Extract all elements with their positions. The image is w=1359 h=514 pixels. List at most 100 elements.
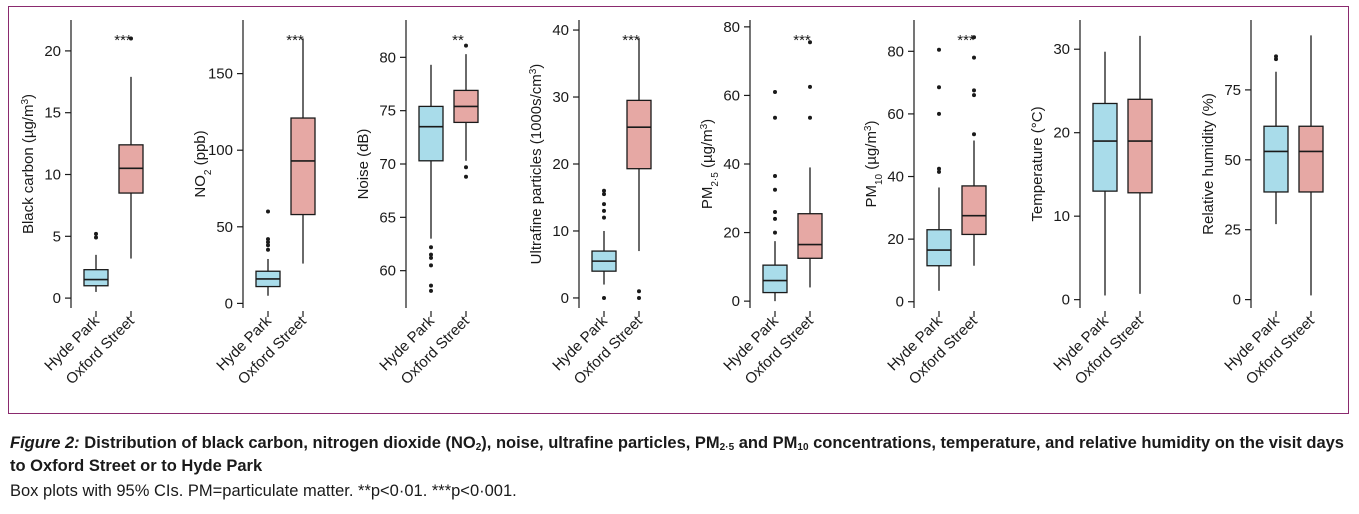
y-tick-label: 20: [887, 231, 904, 248]
caption-text-4: concentrations, temperature, and relativ…: [10, 434, 1344, 475]
y-tick-label: 40: [552, 22, 569, 39]
y-tick-label: 50: [1224, 152, 1241, 169]
y-axis-label-part: Noise (dB): [355, 129, 372, 200]
box-iqr: [626, 99, 652, 170]
y-tick-label: 75: [379, 103, 396, 120]
outlier-point: [972, 88, 976, 93]
outlier-point: [266, 247, 270, 252]
outlier-point: [602, 208, 606, 213]
outlier-point: [972, 132, 976, 137]
y-tick-label: 5: [53, 228, 61, 245]
outlier-point: [808, 40, 812, 45]
y-axis-label: PM10 (µg/m3): [863, 121, 885, 208]
outlier-point: [773, 216, 777, 221]
y-tick-label: 80: [379, 49, 396, 66]
outlier-point: [972, 35, 976, 40]
outlier-point: [129, 36, 133, 41]
outlier-point: [266, 240, 270, 245]
y-tick-label: 75: [1224, 82, 1241, 99]
outlier-point: [602, 192, 606, 197]
y-tick-label: 65: [379, 209, 396, 226]
y-axis-label-part: PM: [699, 187, 716, 210]
outlier-point: [464, 165, 468, 170]
outlier-point: [429, 288, 433, 293]
box-oxford-street: [1127, 35, 1153, 294]
y-tick-label: 20: [552, 156, 569, 173]
y-tick-label: 0: [896, 294, 904, 311]
y-tick-label: 0: [732, 293, 740, 310]
outlier-point: [773, 90, 777, 94]
outlier-point: [464, 43, 468, 48]
outlier-point: [266, 243, 270, 248]
outlier-point: [937, 47, 941, 52]
y-tick-label: 80: [723, 19, 740, 36]
y-axis-label-part: ): [699, 119, 716, 124]
y-axis-label-part: 3: [699, 123, 710, 129]
y-axis-label-part: Ultrafine particles (1000s/cm: [528, 74, 545, 264]
outlier-point: [937, 85, 941, 90]
y-axis-label-part: NO: [192, 175, 209, 198]
y-axis-label-part: 2·5: [710, 172, 721, 187]
box-hyde-park: [591, 188, 617, 300]
outlier-point: [773, 187, 777, 192]
outlier-point: [94, 231, 98, 236]
box-iqr: [290, 117, 316, 216]
y-tick-label: 60: [723, 87, 740, 104]
box-oxford-street: [453, 43, 479, 179]
outlier-point: [266, 209, 270, 214]
y-axis-label: PM2·5 (µg/m3): [699, 119, 721, 209]
y-axis-label-part: (µg/m: [863, 131, 880, 174]
significance-stars: ***: [793, 32, 811, 49]
y-axis-label: Noise (dB): [355, 129, 372, 200]
outlier-point: [808, 84, 812, 89]
outlier-point: [266, 237, 270, 242]
box-oxford-street: [1298, 35, 1324, 296]
box-iqr: [418, 105, 444, 162]
caption-sub-no2: 2: [475, 442, 482, 453]
y-axis-label-part: 3: [20, 99, 31, 105]
box-iqr: [1298, 125, 1324, 193]
figure-caption: Figure 2: Distribution of black carbon, …: [10, 432, 1355, 503]
outlier-point: [464, 174, 468, 179]
significance-stars: ***: [114, 32, 132, 49]
figure-frame: [8, 6, 1349, 414]
outlier-point: [429, 245, 433, 250]
caption-sub-pm25: 2·5: [719, 442, 735, 453]
box-iqr: [1263, 125, 1289, 193]
outlier-point: [637, 289, 641, 294]
y-axis-label-part: Temperature (°C): [1029, 106, 1046, 221]
box-hyde-park: [255, 209, 281, 296]
caption-text-2: ), noise, ultrafine particles, PM: [481, 434, 720, 452]
outlier-point: [637, 295, 641, 300]
box-iqr: [961, 185, 987, 236]
outlier-point: [602, 295, 606, 300]
box-hyde-park: [1092, 51, 1118, 296]
y-tick-label: 20: [1053, 125, 1070, 142]
outlier-point: [429, 252, 433, 257]
outlier-point: [972, 93, 976, 98]
outlier-point: [429, 255, 433, 260]
caption-note: Box plots with 95% CIs. PM=particulate m…: [10, 482, 517, 500]
caption-text-3: and PM: [734, 434, 798, 452]
y-tick-label: 15: [44, 105, 61, 122]
significance-stars: ***: [957, 32, 975, 49]
significance-stars: ***: [622, 32, 640, 49]
box-oxford-street: [290, 38, 316, 264]
outlier-point: [1274, 57, 1278, 62]
y-axis-label: NO2 (ppb): [192, 130, 214, 197]
y-tick-label: 25: [1224, 222, 1241, 239]
outlier-point: [429, 263, 433, 268]
box-iqr: [1092, 102, 1118, 192]
box-hyde-park: [418, 64, 444, 293]
outlier-point: [808, 115, 812, 120]
y-tick-label: 40: [887, 169, 904, 186]
outlier-point: [773, 174, 777, 178]
outlier-point: [937, 169, 941, 174]
box-hyde-park: [1263, 54, 1289, 225]
box-hyde-park: [926, 47, 952, 291]
outlier-point: [94, 235, 98, 240]
